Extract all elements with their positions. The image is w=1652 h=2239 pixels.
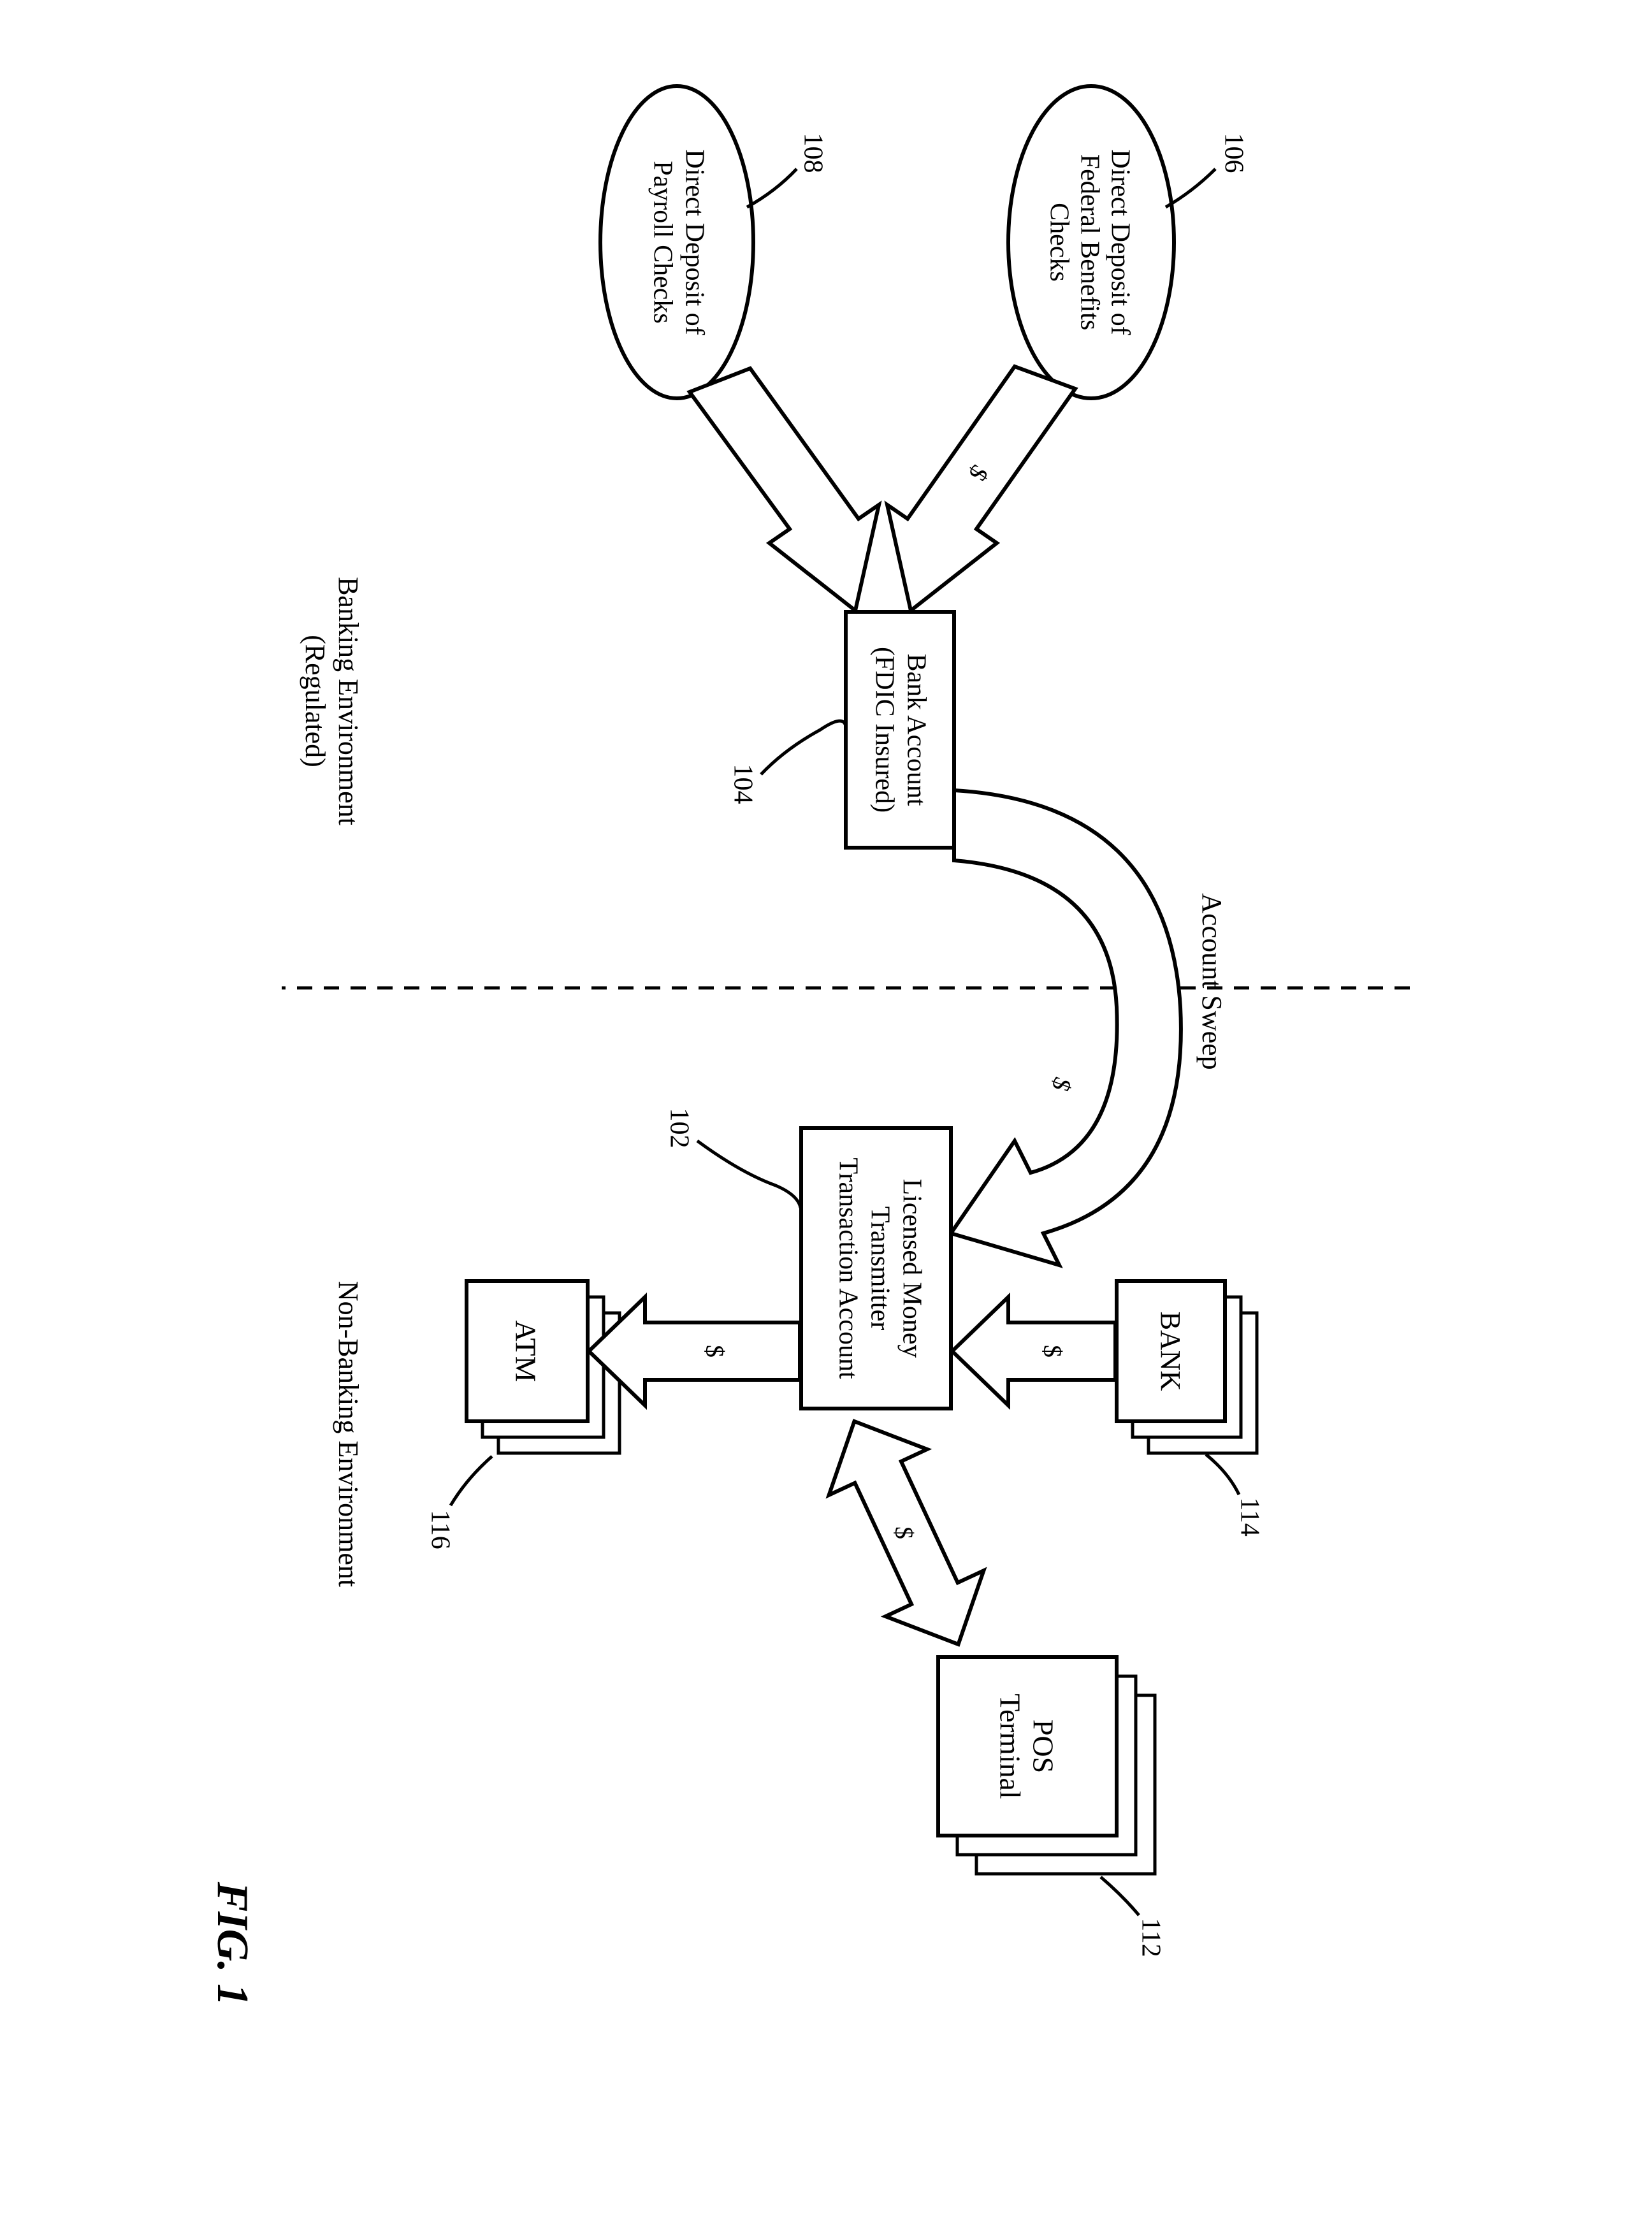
- fed-benefits-l2: Federal Benefits: [1075, 154, 1104, 330]
- figure-label: FIG. 1: [208, 1881, 257, 2006]
- money-bank: $: [1038, 1345, 1067, 1358]
- bank-label: BANK: [1155, 1312, 1186, 1391]
- node-payroll: Direct Deposit of Payroll Checks: [600, 86, 753, 398]
- arrow-bank-to-lmt: $: [952, 1297, 1115, 1405]
- fed-benefits-l3: Checks: [1044, 203, 1073, 282]
- lmt-l1: Licensed Money: [897, 1178, 926, 1358]
- ref-106: 106: [1219, 133, 1248, 173]
- arrow-account-sweep: Account Sweep $: [951, 790, 1228, 1265]
- node-fed-benefits: Direct Deposit of Federal Benefits Check…: [1008, 86, 1174, 398]
- ref-114: 114: [1235, 1497, 1264, 1536]
- money-pos: $: [890, 1526, 918, 1539]
- atm-label: ATM: [509, 1320, 542, 1382]
- leader-112: [1101, 1877, 1139, 1915]
- leader-106: [1166, 169, 1215, 207]
- bank-account-l1: Bank Account: [901, 653, 931, 806]
- sweep-label: Account Sweep: [1196, 893, 1228, 1069]
- diagram-stage: Banking Environment (Regulated) Non-Bank…: [0, 0, 1652, 2239]
- env-left-line2: (Regulated): [300, 635, 331, 767]
- payroll-l2: Payroll Checks: [648, 161, 677, 323]
- fed-benefits-l1: Direct Deposit of: [1105, 149, 1134, 335]
- money-atm: $: [700, 1345, 729, 1358]
- leader-114: [1206, 1454, 1239, 1495]
- ref-104: 104: [728, 764, 757, 804]
- leader-104: [761, 721, 846, 774]
- leader-116: [451, 1456, 492, 1505]
- lmt-l2: Transmitter: [865, 1206, 894, 1330]
- arrow-fed-to-bank: $: [887, 366, 1075, 611]
- ref-102: 102: [664, 1108, 693, 1148]
- pos-l2: Terminal: [994, 1693, 1026, 1799]
- env-left-line1: Banking Environment: [333, 577, 364, 825]
- node-pos: POS Terminal: [938, 1657, 1155, 1874]
- node-bank-account: Bank Account (FDIC Insured): [846, 612, 954, 848]
- arrow-payroll-to-bank: [690, 368, 879, 611]
- env-right-line1: Non-Banking Environment: [333, 1281, 364, 1587]
- leader-108: [747, 169, 797, 207]
- bank-account-l2: (FDIC Insured): [869, 647, 899, 813]
- node-bank: BANK: [1117, 1281, 1257, 1453]
- leader-102: [697, 1141, 801, 1208]
- node-lmt: Licensed Money Transmitter Transaction A…: [801, 1128, 951, 1409]
- lmt-l3: Transaction Account: [833, 1157, 862, 1379]
- payroll-l1: Direct Deposit of: [679, 149, 709, 335]
- ref-116: 116: [425, 1510, 454, 1549]
- diagram-svg: Banking Environment (Regulated) Non-Bank…: [0, 0, 1652, 2239]
- arrow-lmt-pos: $: [805, 1398, 1007, 1667]
- ref-108: 108: [798, 133, 827, 173]
- pos-l1: POS: [1027, 1720, 1059, 1773]
- node-atm: ATM: [467, 1281, 620, 1453]
- ref-112: 112: [1136, 1918, 1165, 1957]
- money-sweep: $: [1046, 1073, 1077, 1095]
